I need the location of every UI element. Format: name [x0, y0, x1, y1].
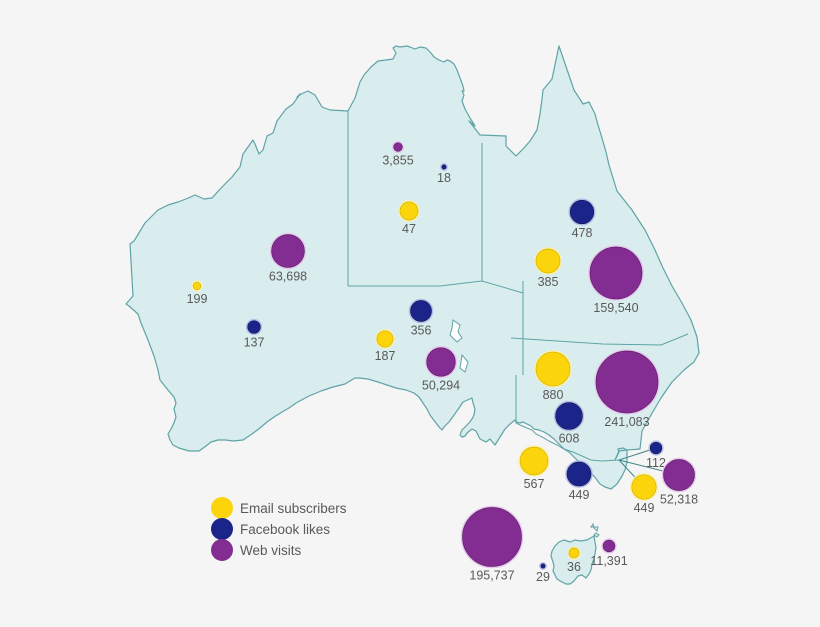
svg-text:3,855: 3,855	[382, 153, 413, 167]
svg-text:567: 567	[524, 477, 545, 491]
svg-text:385: 385	[538, 275, 559, 289]
svg-text:478: 478	[572, 226, 593, 240]
svg-text:50,294: 50,294	[422, 378, 460, 392]
svg-text:187: 187	[375, 349, 396, 363]
svg-text:18: 18	[437, 171, 451, 185]
svg-text:880: 880	[543, 388, 564, 402]
svg-text:241,083: 241,083	[604, 415, 649, 429]
svg-text:47: 47	[402, 222, 416, 236]
svg-text:356: 356	[411, 324, 432, 338]
svg-text:449: 449	[569, 488, 590, 502]
svg-text:Email subscribers: Email subscribers	[240, 501, 347, 516]
svg-text:52,318: 52,318	[660, 493, 698, 507]
svg-text:137: 137	[244, 335, 265, 349]
svg-text:449: 449	[634, 501, 655, 515]
svg-text:199: 199	[187, 292, 208, 306]
svg-text:608: 608	[559, 431, 580, 445]
svg-text:29: 29	[536, 570, 550, 584]
svg-text:Web visits: Web visits	[240, 543, 302, 558]
svg-text:195,737: 195,737	[469, 569, 514, 583]
svg-text:36: 36	[567, 560, 581, 574]
svg-text:159,540: 159,540	[593, 301, 638, 315]
svg-text:11,391: 11,391	[590, 554, 627, 568]
svg-text:63,698: 63,698	[269, 269, 307, 283]
svg-text:112: 112	[646, 456, 666, 470]
svg-text:Facebook likes: Facebook likes	[240, 522, 330, 537]
